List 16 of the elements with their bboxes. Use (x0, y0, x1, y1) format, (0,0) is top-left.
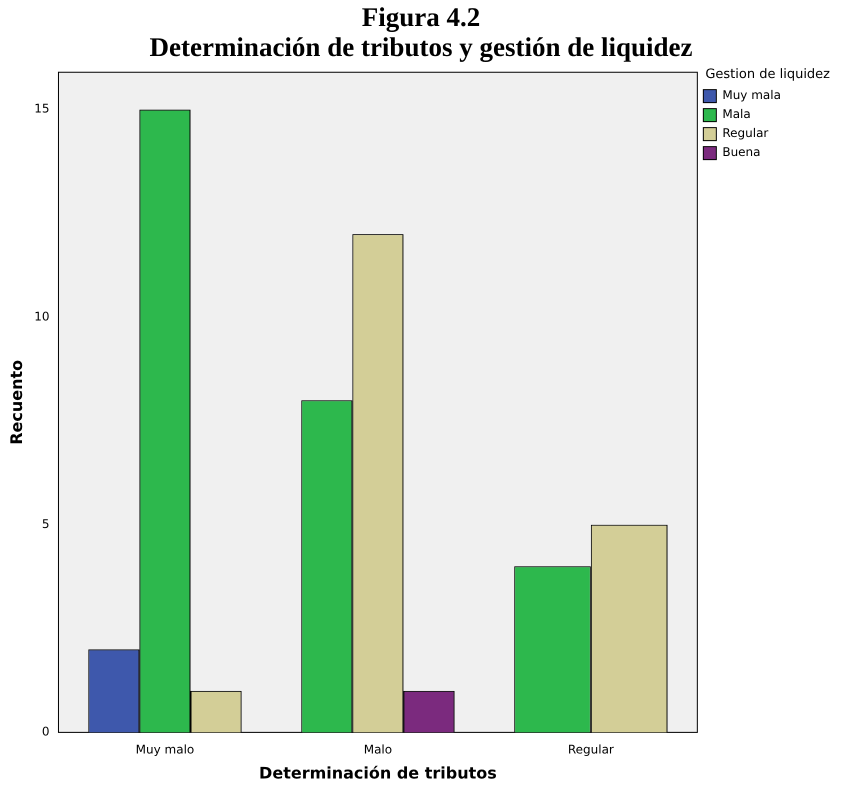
legend-label: Muy mala (722, 88, 781, 102)
legend-label: Buena (722, 145, 761, 160)
chart-subtitle: Determinación de tributos y gestión de liquidez (148, 32, 694, 62)
x-tick-label: Malo (364, 742, 392, 757)
x-tick-label: Muy malo (136, 742, 194, 757)
y-tick-label: 0 (42, 724, 50, 739)
y-tick-label: 15 (34, 102, 50, 116)
x-tick-label: Regular (568, 742, 614, 757)
x-axis-title: Determinación de tributos (259, 764, 497, 783)
y-tick-label: 5 (42, 516, 50, 531)
legend-label: Regular (722, 126, 768, 140)
legend-label: Mala (722, 107, 751, 122)
legend-title: Gestion de liquidez (705, 66, 830, 82)
y-axis-title: Recuento (6, 360, 26, 445)
chart-title: Figura 4.2 (360, 1, 482, 32)
y-tick-label: 10 (34, 309, 50, 324)
